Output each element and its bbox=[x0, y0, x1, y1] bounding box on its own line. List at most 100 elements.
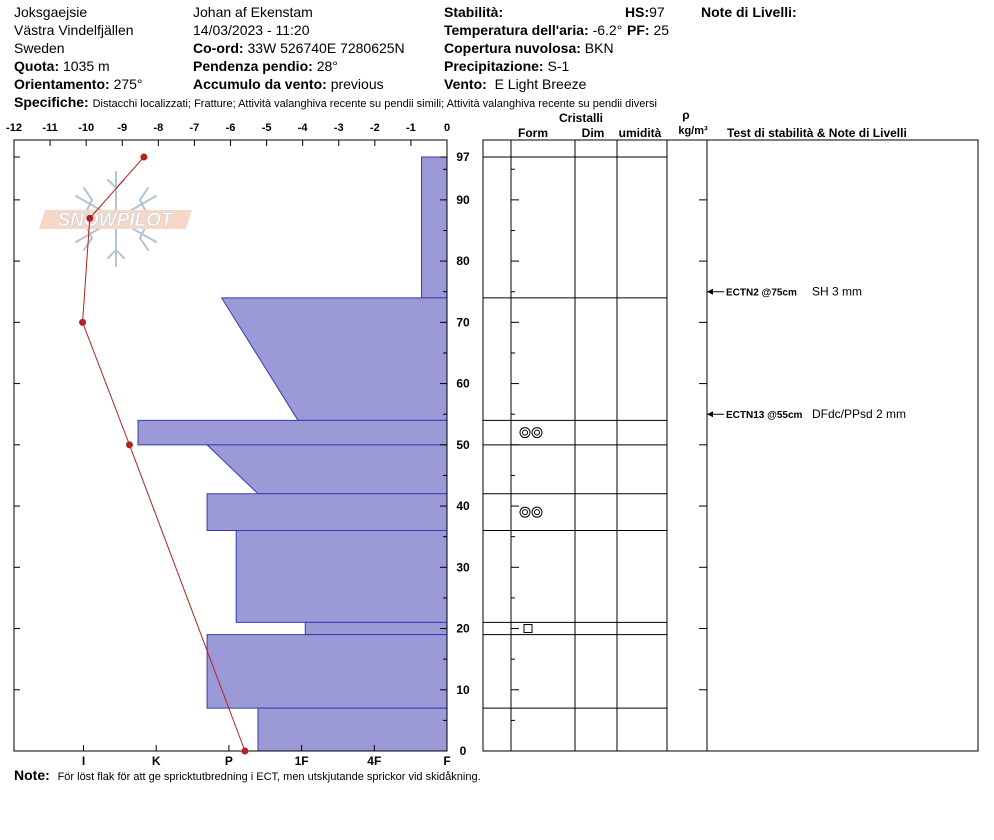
stability-tests: ECTN2 @75cm SH 3 mm ECTN13 @55cm DFdc/PPsd … bbox=[707, 285, 906, 421]
temperature-point bbox=[79, 318, 87, 326]
hardness-tick-label: 4F bbox=[367, 754, 381, 768]
height-tick-label: 40 bbox=[456, 499, 470, 513]
note-label: Note: bbox=[14, 767, 50, 783]
temperature-point bbox=[241, 747, 249, 755]
precipitation-value: S-1 bbox=[547, 58, 570, 74]
crystal-symbol bbox=[519, 506, 531, 518]
wind-value: E Light Breeze bbox=[494, 76, 587, 92]
cloud-label: Copertura nuvolosa: bbox=[444, 40, 581, 56]
hardness-tick-label: F bbox=[443, 754, 450, 768]
wind-loading-field: Accumulo da vento: previous bbox=[193, 76, 384, 92]
crystal-symbol bbox=[531, 427, 543, 439]
wind-label: Vento: bbox=[444, 76, 487, 92]
hardness-tick-label: 1F bbox=[295, 754, 309, 768]
temp-tick-label: -1 bbox=[406, 122, 416, 134]
height-axis: 0 10 20 30 40 50 60 70 80 90 97 bbox=[14, 150, 470, 758]
height-tick-label: 70 bbox=[456, 315, 470, 329]
hardness-layer bbox=[137, 419, 448, 446]
profile-frame bbox=[13, 139, 448, 752]
layer-boundaries bbox=[483, 156, 667, 709]
temperature-point bbox=[125, 441, 133, 449]
wind-loading-value: previous bbox=[330, 76, 384, 92]
quota-field: Quota: 1035 m bbox=[14, 58, 110, 74]
height-tick-label: 80 bbox=[456, 254, 470, 268]
specifics-value: Distacchi localizzati; Fratture; Attivit… bbox=[92, 98, 657, 110]
hardness-tick-label: I bbox=[82, 754, 85, 768]
note-text: För löst flak för att ge spricktutbredni… bbox=[57, 771, 481, 783]
coord-field: Co-ord: 33W 526740E 7280625N bbox=[193, 40, 405, 56]
wind-loading-label: Accumulo da vento: bbox=[193, 76, 327, 92]
height-tick-label: 97 bbox=[456, 150, 470, 164]
pf-label: PF: bbox=[627, 22, 650, 38]
hs-field: HS:97 bbox=[625, 4, 665, 20]
temp-tick-label: -10 bbox=[78, 122, 94, 134]
temp-tick-label: 0 bbox=[444, 122, 450, 134]
height-tick-label: 10 bbox=[456, 683, 470, 697]
crystal-symbol-inner bbox=[534, 509, 540, 516]
hardness-tick-label: P bbox=[225, 754, 233, 768]
tests-header: Test di stabilità & Note di Livelli bbox=[727, 126, 907, 140]
observation-datetime: 14/03/2023 - 11:20 bbox=[193, 22, 310, 38]
crystal-symbol bbox=[519, 427, 531, 439]
pf-field: PF: 25 bbox=[627, 22, 669, 38]
hardness-layer bbox=[304, 621, 448, 636]
test-code: ECTN13 @55cm bbox=[726, 410, 803, 421]
test-note: SH 3 mm bbox=[812, 285, 862, 299]
slope-label: Pendenza pendio: bbox=[193, 58, 313, 74]
hardness-layer bbox=[421, 156, 448, 299]
location-name: Joksgaejsie bbox=[14, 4, 88, 20]
cloud-value: BKN bbox=[584, 40, 614, 56]
temp-tick-label: -8 bbox=[153, 122, 163, 134]
temperature-point bbox=[86, 214, 94, 222]
hardness-tick-label: K bbox=[152, 754, 161, 768]
wind-field: Vento: E Light Breeze bbox=[444, 76, 586, 92]
height-tick-label: 30 bbox=[456, 560, 470, 574]
moisture-header: umidità bbox=[619, 126, 662, 140]
coord-label: Co-ord: bbox=[193, 40, 244, 56]
test-arrowhead bbox=[707, 411, 713, 418]
temp-tick-label: -2 bbox=[370, 122, 380, 134]
layers-table-frame bbox=[482, 139, 979, 752]
temp-tick-label: -3 bbox=[334, 122, 344, 134]
hardness-layer bbox=[220, 297, 448, 421]
rho-header: ρ bbox=[682, 108, 689, 122]
specifics-label: Specifiche: bbox=[14, 94, 89, 110]
stability-label: Stabilità: bbox=[444, 4, 504, 20]
height-tick-label: 90 bbox=[456, 193, 470, 207]
logo-text: SNOWPILOT bbox=[57, 210, 173, 231]
test-arrowhead bbox=[707, 288, 713, 295]
temperature-point bbox=[140, 153, 148, 161]
crystal-symbol bbox=[531, 506, 543, 518]
temperature-axis: -12 -11 -10 -9 -8 -7 -6 -5 -4 -3 -2 -1 0 bbox=[6, 122, 450, 146]
height-tick-label: 20 bbox=[456, 622, 470, 636]
hardness-layer bbox=[257, 707, 448, 752]
hardness-layer bbox=[206, 493, 448, 532]
orientation-field: Orientamento: 275° bbox=[14, 76, 143, 92]
air-temp-field: Temperatura dell'aria: -6.2° bbox=[444, 22, 622, 38]
orientation-value: 275° bbox=[113, 76, 143, 92]
orientation-label: Orientamento: bbox=[14, 76, 110, 92]
temp-tick-label: -7 bbox=[190, 122, 200, 134]
height-tick-label: 0 bbox=[460, 744, 467, 758]
density-header: kg/m³ bbox=[678, 125, 708, 137]
quota-label: Quota: bbox=[14, 58, 60, 74]
slope-value: 28° bbox=[316, 58, 338, 74]
height-tick-label: 60 bbox=[456, 377, 470, 391]
hardness-axis: I K P 1F 4F F bbox=[82, 745, 451, 768]
hardness-layers bbox=[137, 156, 448, 752]
specifics-field: Specifiche: Distacchi localizzati; Fratt… bbox=[14, 94, 657, 112]
hardness-layer bbox=[205, 444, 448, 495]
test-code: ECTN2 @75cm bbox=[726, 288, 797, 299]
crystal-symbol-inner bbox=[534, 429, 540, 436]
hs-label: HS: bbox=[625, 4, 650, 20]
pf-value: 25 bbox=[653, 22, 670, 38]
slope-field: Pendenza pendio: 28° bbox=[193, 58, 338, 74]
crystal-symbol bbox=[523, 624, 533, 634]
hs-value: 97 bbox=[649, 4, 665, 20]
temp-tick-label: -5 bbox=[262, 122, 272, 134]
air-temp-value: -6.2° bbox=[592, 22, 623, 38]
snowpilot-logo: SNOWPILOT bbox=[39, 171, 192, 267]
coord-value: 33W 526740E 7280625N bbox=[247, 40, 405, 56]
crystal-symbol-inner bbox=[522, 429, 528, 436]
